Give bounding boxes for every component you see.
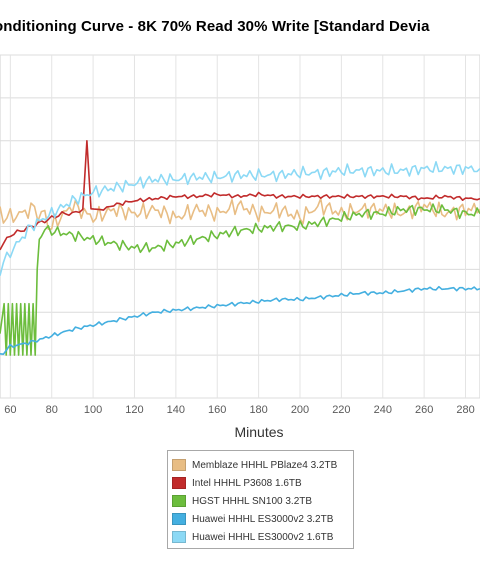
- legend-swatch: [172, 495, 186, 507]
- legend-swatch: [172, 477, 186, 489]
- x-tick-label: 60: [4, 404, 16, 416]
- legend-item: Intel HHHL P3608 1.6TB: [172, 475, 302, 491]
- x-tick-label: 220: [332, 404, 350, 416]
- legend-label: HGST HHHL SN100 3.2TB: [192, 495, 313, 507]
- series-line-0: [0, 197, 480, 230]
- chart-title: onditioning Curve - 8K 70% Read 30% Writ…: [0, 18, 480, 42]
- legend-label: Memblaze HHHL PBlaze4 3.2TB: [192, 459, 338, 471]
- legend-item: Memblaze HHHL PBlaze4 3.2TB: [172, 457, 337, 473]
- legend-label: Huawei HHHL ES3000v2 1.6TB: [192, 531, 334, 543]
- legend-item: Huawei HHHL ES3000v2 3.2TB: [172, 511, 333, 527]
- x-tick-label: 140: [167, 404, 185, 416]
- legend-label: Intel HHHL P3608 1.6TB: [192, 477, 302, 489]
- legend-label: Huawei HHHL ES3000v2 3.2TB: [192, 513, 334, 525]
- x-tick-label: 280: [456, 404, 474, 416]
- legend-item: Huawei HHHL ES3000v2 1.6TB: [172, 529, 333, 545]
- x-tick-label: 80: [46, 404, 58, 416]
- legend-swatch: [172, 531, 186, 543]
- x-tick-label: 180: [249, 404, 267, 416]
- x-axis-label: Minutes: [234, 424, 284, 440]
- x-tick-label: 120: [125, 404, 143, 416]
- series-line-1: [0, 140, 480, 251]
- series-line-2: [0, 203, 480, 356]
- legend-item: HGST HHHL SN100 3.2TB: [172, 493, 312, 509]
- legend: Memblaze HHHL PBlaze4 3.2TB Intel HHHL P3…: [167, 450, 354, 549]
- series-line-3: [0, 285, 480, 356]
- chart-title-text: onditioning Curve - 8K 70% Read 30% Writ…: [0, 18, 430, 35]
- series-line-4: [0, 161, 480, 276]
- legend-swatch: [172, 459, 186, 471]
- x-tick-label: 160: [208, 404, 226, 416]
- x-tick-label: 100: [84, 404, 102, 416]
- legend-swatch: [172, 513, 186, 525]
- x-tick-label: 260: [415, 404, 433, 416]
- x-tick-label: 200: [291, 404, 309, 416]
- x-tick-label: 240: [374, 404, 392, 416]
